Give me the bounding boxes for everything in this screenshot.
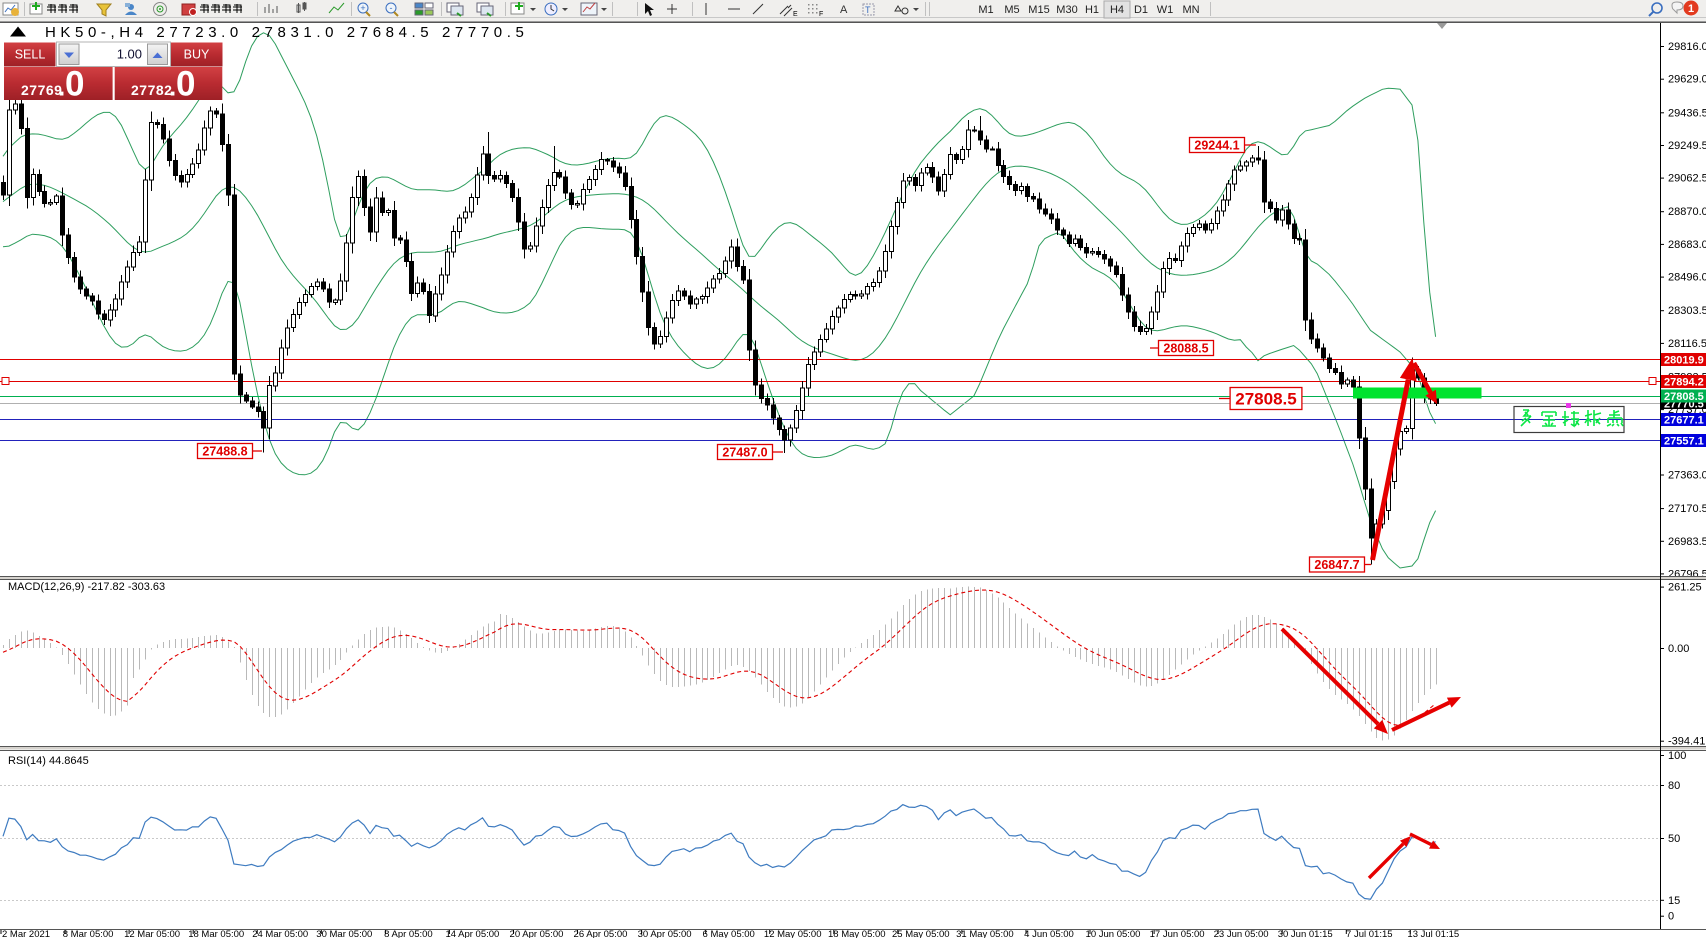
svg-text:13 Jul 01:15: 13 Jul 01:15 [1407, 929, 1459, 938]
svg-text:27808.5: 27808.5 [1235, 390, 1296, 409]
svg-text:26 Apr 05:00: 26 Apr 05:00 [574, 929, 628, 938]
svg-text:E: E [793, 11, 798, 18]
svg-text:0: 0 [176, 65, 195, 104]
svg-text:29816.0: 29816.0 [1668, 41, 1706, 53]
svg-text:23 Jun 05:00: 23 Jun 05:00 [1214, 929, 1269, 938]
svg-text:8 Apr 05:00: 8 Apr 05:00 [384, 929, 433, 938]
svg-text:H1: H1 [1085, 4, 1099, 16]
svg-text:1: 1 [1688, 3, 1694, 15]
svg-text:MACD(12,26,9) -217.82 -303.63: MACD(12,26,9) -217.82 -303.63 [8, 581, 165, 593]
svg-text:M5: M5 [1004, 4, 1019, 16]
svg-text:28303.5: 28303.5 [1668, 305, 1706, 317]
svg-text:31 May 05:00: 31 May 05:00 [956, 929, 1014, 938]
svg-text:1.00: 1.00 [117, 47, 142, 62]
svg-text:MN: MN [1182, 4, 1199, 16]
svg-text:12 May 05:00: 12 May 05:00 [764, 929, 822, 938]
svg-text:27363.0: 27363.0 [1668, 470, 1706, 482]
svg-text:27769: 27769 [21, 82, 62, 98]
svg-text:14 Apr 05:00: 14 Apr 05:00 [445, 929, 499, 938]
svg-text:8 Mar 05:00: 8 Mar 05:00 [63, 929, 114, 938]
svg-text:-: - [390, 3, 393, 13]
svg-text:F: F [819, 11, 823, 18]
svg-text:27487.0: 27487.0 [722, 446, 767, 460]
svg-text:27782: 27782 [131, 82, 172, 98]
svg-text:26983.5: 26983.5 [1668, 536, 1706, 548]
svg-text:HK50-,H4 27723.0 27831.0 2768: HK50-,H4 27723.0 27831.0 27684.5 27770.5 [45, 24, 528, 41]
svg-text:25 May 05:00: 25 May 05:00 [892, 929, 950, 938]
svg-text:T: T [865, 5, 871, 15]
svg-text:H4: H4 [1110, 4, 1124, 16]
svg-text:50: 50 [1668, 833, 1680, 845]
svg-text:-394.41: -394.41 [1668, 736, 1705, 748]
svg-text:28019.9: 28019.9 [1664, 355, 1704, 367]
svg-text:.: . [58, 72, 65, 102]
svg-text:BUY: BUY [184, 48, 210, 62]
svg-text:A: A [840, 4, 848, 16]
svg-text:24 Mar 05:00: 24 Mar 05:00 [252, 929, 308, 938]
svg-text:80: 80 [1668, 780, 1680, 792]
svg-text:20 Apr 05:00: 20 Apr 05:00 [510, 929, 564, 938]
svg-text:M15: M15 [1028, 4, 1049, 16]
svg-text:29629.0: 29629.0 [1668, 74, 1706, 86]
svg-text:0: 0 [1668, 911, 1674, 923]
svg-text:27488.8: 27488.8 [202, 445, 247, 459]
svg-text:RSI(14) 44.8645: RSI(14) 44.8645 [8, 755, 89, 767]
svg-text:27557.1: 27557.1 [1664, 436, 1704, 448]
svg-text:261.25: 261.25 [1668, 582, 1702, 594]
svg-text:6 May 05:00: 6 May 05:00 [703, 929, 755, 938]
svg-text:27894.2: 27894.2 [1664, 377, 1704, 389]
svg-text:29062.5: 29062.5 [1668, 173, 1706, 185]
svg-text:17 Jun 05:00: 17 Jun 05:00 [1150, 929, 1205, 938]
svg-text:0.00: 0.00 [1668, 643, 1689, 655]
svg-text:27677.1: 27677.1 [1664, 415, 1704, 427]
svg-text:4 Jun 05:00: 4 Jun 05:00 [1024, 929, 1074, 938]
svg-text:7 Jul 01:15: 7 Jul 01:15 [1346, 929, 1392, 938]
svg-text:2 Mar 2021: 2 Mar 2021 [2, 929, 50, 938]
svg-text:27808.5: 27808.5 [1664, 391, 1704, 403]
svg-text:D1: D1 [1134, 4, 1148, 16]
svg-text:M30: M30 [1056, 4, 1077, 16]
svg-text:26847.7: 26847.7 [1314, 558, 1359, 572]
svg-text:+: + [360, 3, 365, 13]
svg-text:28088.5: 28088.5 [1163, 342, 1208, 356]
svg-text:29249.5: 29249.5 [1668, 140, 1706, 152]
svg-text:28116.5: 28116.5 [1668, 338, 1706, 350]
svg-text:30 Jun 01:15: 30 Jun 01:15 [1278, 929, 1333, 938]
svg-text:18 Mar 05:00: 18 Mar 05:00 [188, 929, 244, 938]
svg-text:10 Jun 05:00: 10 Jun 05:00 [1086, 929, 1141, 938]
svg-text:12 Mar 05:00: 12 Mar 05:00 [124, 929, 180, 938]
svg-text:100: 100 [1668, 750, 1686, 762]
svg-text:0: 0 [65, 65, 84, 104]
svg-text:27170.5: 27170.5 [1668, 503, 1706, 515]
svg-text:W1: W1 [1157, 4, 1174, 16]
svg-text:M1: M1 [978, 4, 993, 16]
svg-text:28683.0: 28683.0 [1668, 239, 1706, 251]
svg-text:30 Mar 05:00: 30 Mar 05:00 [316, 929, 372, 938]
svg-text:28496.0: 28496.0 [1668, 272, 1706, 284]
svg-text:29436.5: 29436.5 [1668, 107, 1706, 119]
svg-text:SELL: SELL [15, 48, 46, 62]
svg-text:28870.0: 28870.0 [1668, 206, 1706, 218]
svg-text:29244.1: 29244.1 [1194, 139, 1239, 153]
svg-text:18 May 05:00: 18 May 05:00 [828, 929, 886, 938]
svg-text:30 Apr 05:00: 30 Apr 05:00 [638, 929, 692, 938]
svg-text:.: . [169, 72, 176, 102]
svg-text:15: 15 [1668, 895, 1680, 907]
